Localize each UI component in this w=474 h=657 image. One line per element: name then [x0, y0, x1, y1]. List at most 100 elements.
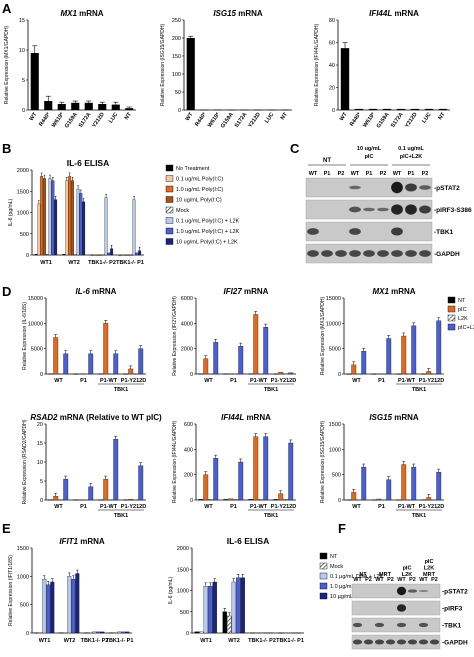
- bar: [248, 499, 254, 501]
- x-tick-label: Y212D: [91, 112, 106, 129]
- blot-band: [419, 250, 431, 257]
- y-tick-label: 500: [20, 603, 29, 609]
- bar: [406, 499, 412, 501]
- legend-swatch: [447, 305, 456, 313]
- bar: [351, 364, 357, 375]
- y-tick-label: 400: [184, 447, 193, 453]
- bar: [406, 373, 412, 375]
- bar: [104, 197, 108, 256]
- bar: [38, 632, 43, 634]
- blot-band: [385, 639, 396, 645]
- y-tick-label: 10000: [28, 321, 43, 327]
- legend-swatch: [447, 323, 456, 331]
- blot-band: [349, 206, 361, 213]
- x-tick-label: P1: [378, 378, 385, 384]
- y-tick-label: 15000: [326, 296, 341, 302]
- chart-title: RSAD2 mRNA (Relative to WT pIC): [30, 413, 162, 422]
- bar: [273, 373, 279, 375]
- band-label: -pSTAT2: [434, 185, 460, 192]
- panel-label-e: E: [2, 521, 11, 536]
- legend-label: 10 ug/mL Poly(I:C) + L2K: [176, 240, 238, 246]
- blot-strip: [351, 617, 441, 633]
- bar: [123, 499, 129, 501]
- lane-label: P1: [324, 171, 331, 177]
- bar: [43, 178, 46, 256]
- group-label: TBK1: [412, 513, 426, 519]
- bar: [354, 108, 364, 110]
- legend-label: 1.0 ug/mL Poly(I:C) + L2K: [176, 229, 240, 235]
- group-label: TBK1: [114, 387, 128, 393]
- bar: [288, 442, 294, 501]
- condition-label: pIC: [425, 559, 434, 565]
- x-tick-label: WT: [185, 111, 195, 122]
- bar: [410, 108, 420, 110]
- bar: [121, 254, 125, 256]
- lane-label: P1: [408, 171, 415, 177]
- bar: [78, 373, 84, 375]
- bar: [71, 180, 74, 256]
- bar: [110, 248, 114, 256]
- blot-band: [349, 250, 361, 257]
- panel-label-b: B: [2, 141, 11, 156]
- y-axis-label: IL-6 (pg/mL): [8, 199, 14, 227]
- y-tick-label: 50: [175, 90, 181, 96]
- bar: [135, 252, 139, 256]
- x-tick-label: P1-Y212D: [121, 378, 146, 384]
- condition-label: pIC: [403, 566, 412, 572]
- legend-swatch: [165, 185, 174, 193]
- legend-swatch: [319, 552, 328, 560]
- blot-band: [391, 227, 403, 236]
- bar: [223, 499, 229, 501]
- blot-band: [349, 185, 361, 190]
- bar: [421, 373, 427, 375]
- bar: [113, 353, 119, 375]
- x-tick-label: TBK1-/- P1: [116, 260, 144, 266]
- legend-label: Mock: [176, 208, 189, 214]
- x-tick-label: P1-WT: [100, 378, 118, 384]
- x-tick-label: WT: [204, 378, 213, 384]
- bar: [88, 353, 94, 375]
- lane-label: P1: [366, 171, 373, 177]
- bar: [73, 253, 77, 256]
- western-blots-layer: WT P1 P2 WT P1 P2 WT P1 P2-pSTAT2-pIRF3-S386-TBK…: [305, 146, 472, 650]
- bar: [54, 199, 58, 256]
- blot-band: [396, 622, 407, 628]
- x-tick-label: WT1: [40, 260, 52, 266]
- y-tick-label: 0: [26, 631, 29, 637]
- x-tick-label: WT2: [228, 638, 240, 644]
- x-tick-label: P1-WT: [398, 378, 416, 384]
- y-tick-label: 5000: [329, 347, 341, 353]
- bar: [258, 373, 264, 375]
- y-tick-label: 10: [37, 460, 43, 466]
- bar: [129, 254, 133, 256]
- y-tick-label: 0: [22, 108, 25, 114]
- blot-band: [349, 228, 361, 235]
- bar: [231, 581, 236, 634]
- bar: [356, 499, 362, 501]
- blot-band: [419, 205, 431, 214]
- bar: [92, 631, 97, 634]
- bar: [346, 373, 352, 375]
- x-tick-label: NT: [280, 111, 289, 121]
- bar: [356, 373, 362, 375]
- bar: [58, 373, 64, 375]
- bar: [213, 109, 222, 111]
- bar: [288, 372, 294, 375]
- bar: [34, 632, 39, 634]
- blot-band: [407, 639, 418, 645]
- x-tick-label: WT: [29, 111, 39, 122]
- bar: [57, 104, 66, 110]
- chart-a3: IFI44L mRNA 0 20 40 60 80 Relative Expression …: [314, 9, 450, 129]
- bar: [371, 499, 377, 501]
- y-tick-label: 5000: [31, 347, 43, 353]
- bar: [73, 373, 79, 375]
- y-tick-label: 80: [329, 18, 335, 24]
- x-tick-label: TBK1-/- P2: [88, 260, 116, 266]
- legend-swatch: [165, 164, 174, 172]
- bar: [30, 53, 39, 110]
- bar: [44, 101, 53, 110]
- legend-swatch: [319, 562, 328, 570]
- bar: [63, 478, 69, 501]
